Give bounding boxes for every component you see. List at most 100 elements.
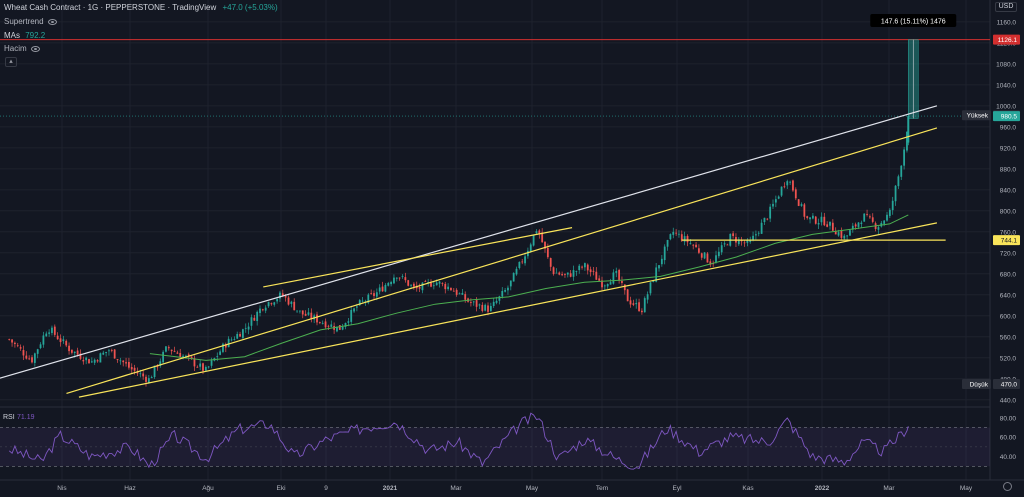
- supertrend-legend[interactable]: Supertrend: [4, 17, 57, 27]
- rsi-tick-label: 60.00: [1000, 435, 1017, 442]
- candle-body: [438, 281, 441, 284]
- candle-body: [703, 252, 706, 259]
- candle-body: [318, 321, 321, 323]
- candle-body: [267, 302, 270, 307]
- candle-body: [489, 306, 492, 312]
- settings-icon[interactable]: [1003, 482, 1012, 491]
- candle-body: [401, 276, 404, 277]
- candle-body: [472, 301, 475, 303]
- candle-body: [501, 290, 504, 297]
- candle-body: [398, 277, 401, 279]
- candle-body: [413, 283, 415, 287]
- candle-body: [777, 196, 780, 199]
- trendline-4[interactable]: [78, 222, 938, 398]
- candle-body: [475, 300, 478, 307]
- candle-body: [601, 280, 603, 288]
- candle-body: [384, 284, 387, 292]
- trendline-2[interactable]: [66, 127, 938, 395]
- candle-body: [689, 243, 692, 245]
- candle-body: [877, 227, 880, 230]
- currency-selector[interactable]: USD: [995, 2, 1017, 12]
- candle-body: [51, 327, 53, 333]
- candle-body: [353, 308, 355, 312]
- rsi-line[interactable]: [8, 412, 909, 470]
- candle-body: [239, 334, 241, 337]
- candle-body: [635, 303, 638, 305]
- moving-average-line[interactable]: [149, 214, 909, 361]
- candle-body: [792, 180, 794, 191]
- candle-body: [48, 332, 51, 334]
- price-tick-label: 840.0: [1000, 187, 1017, 194]
- price-axis[interactable]: 1160.01120.01080.01040.01000.0960.0920.0…: [996, 19, 1016, 404]
- candle-body: [524, 256, 526, 264]
- price-tick-label: 1160.0: [997, 19, 1017, 26]
- candle-body: [561, 274, 564, 276]
- rsi-label: RSI: [3, 414, 15, 421]
- candle-body: [638, 302, 640, 312]
- candle-body: [800, 204, 803, 206]
- candle-body: [310, 312, 313, 320]
- time-axis[interactable]: Nis Haz Ağu Eki 9 2021 Mar May Tem Eyl Kas 2022 Mar M…: [57, 485, 973, 492]
- candle-body: [447, 286, 450, 290]
- candle-body: [28, 358, 31, 360]
- eye-icon[interactable]: [47, 18, 57, 25]
- collapse-legend-button[interactable]: ▴: [5, 57, 17, 67]
- candle-body: [894, 185, 897, 202]
- candle-body: [330, 324, 333, 327]
- candle-body: [683, 236, 686, 242]
- candle-body: [105, 351, 108, 353]
- rsi-pane[interactable]: RSI 71.19 80.00 60.00 40.00: [0, 412, 1017, 470]
- volume-legend[interactable]: Hacim: [4, 44, 40, 54]
- candle-body: [327, 325, 330, 327]
- price-label: 470.0: [1001, 382, 1018, 389]
- candle-body: [130, 367, 133, 370]
- eye-icon[interactable]: [30, 45, 40, 52]
- candles[interactable]: [8, 115, 910, 387]
- candle-body: [626, 289, 629, 302]
- candle-body: [643, 298, 646, 313]
- candle-body: [287, 297, 290, 305]
- candle-body: [110, 349, 113, 351]
- candle-body: [284, 296, 287, 298]
- time-axis-label: Tem: [596, 485, 608, 492]
- candle-body: [786, 181, 789, 186]
- candle-body: [276, 299, 279, 302]
- candle-body: [108, 350, 110, 352]
- candle-body: [866, 214, 868, 215]
- symbol-title[interactable]: Wheat Cash Contract · 1G · PEPPERSTONE ·…: [4, 3, 217, 12]
- candle-body: [136, 372, 139, 374]
- candle-body: [512, 272, 515, 282]
- mas-legend[interactable]: MAs 792.2: [4, 31, 45, 41]
- trendline-1[interactable]: [0, 105, 938, 379]
- candle-body: [849, 230, 851, 236]
- candle-body: [606, 284, 609, 287]
- candle-body: [592, 270, 595, 272]
- candle-body: [430, 282, 432, 287]
- candle-body: [424, 281, 427, 282]
- candle-body: [581, 266, 583, 268]
- candle-body: [370, 293, 373, 294]
- candle-body: [395, 277, 398, 279]
- candle-body: [25, 355, 28, 359]
- candle-body: [632, 303, 635, 305]
- time-axis-label: Nis: [57, 485, 67, 492]
- candle-body: [529, 244, 532, 252]
- candle-body: [797, 199, 800, 206]
- time-axis-label: Eyl: [672, 485, 682, 492]
- trendline-3[interactable]: [263, 227, 573, 288]
- candle-body: [53, 326, 56, 335]
- candle-body: [14, 342, 16, 344]
- candle-body: [544, 241, 546, 249]
- candle-body: [59, 338, 62, 343]
- time-axis-label: 2021: [383, 485, 398, 492]
- price-tick-label: 1080.0: [996, 61, 1016, 68]
- candle-body: [589, 269, 592, 273]
- candle-body: [646, 294, 649, 300]
- candle-body: [478, 304, 481, 306]
- candle-body: [621, 281, 623, 283]
- price-label: 1126.1: [998, 37, 1018, 44]
- candle-body: [669, 234, 672, 240]
- candle-body: [316, 314, 318, 323]
